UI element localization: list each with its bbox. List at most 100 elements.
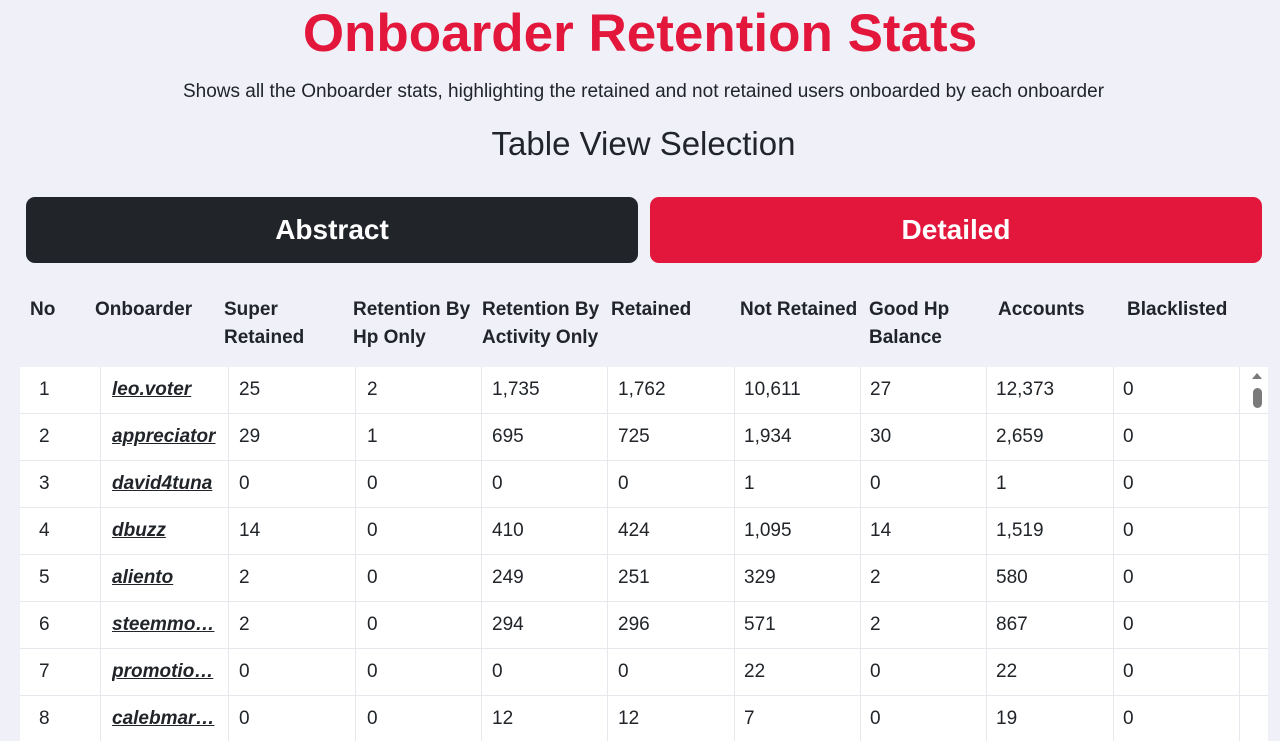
onboarder-link[interactable]: appreciator bbox=[112, 426, 216, 447]
column-header-retention-hp[interactable]: Retention By Hp Only bbox=[353, 299, 471, 348]
cell-super-retained: 2 bbox=[229, 602, 356, 648]
cell-accounts: 19 bbox=[987, 696, 1114, 741]
onboarder-link[interactable]: aliento bbox=[112, 567, 174, 588]
cell-accounts: 2,659 bbox=[987, 414, 1114, 460]
cell-retention-activity: 0 bbox=[482, 461, 608, 507]
cell-not-retained: 329 bbox=[735, 555, 861, 601]
page-title: Onboarder Retention Stats bbox=[302, 4, 978, 63]
cell-filler bbox=[1240, 602, 1250, 648]
column-header-blacklisted[interactable]: Blacklisted bbox=[1127, 299, 1228, 320]
cell-blacklisted: 0 bbox=[1114, 649, 1240, 695]
page-subtitle: Shows all the Onboarder stats, highlight… bbox=[182, 81, 1105, 102]
cell-not-retained: 571 bbox=[735, 602, 861, 648]
scroll-thumb[interactable] bbox=[1253, 388, 1262, 408]
cell-super-retained: 14 bbox=[229, 508, 356, 554]
column-header-retained[interactable]: Retained bbox=[611, 299, 692, 320]
table-row: 6 steemmo… 2 0 294 296 571 2 867 0 bbox=[20, 602, 1268, 649]
onboarder-link[interactable]: dbuzz bbox=[112, 520, 166, 541]
onboarder-link[interactable]: calebmar… bbox=[112, 708, 215, 729]
cell-super-retained: 25 bbox=[229, 367, 356, 413]
column-header-good-hp[interactable]: Good Hp Balance bbox=[869, 299, 950, 348]
abstract-view-button[interactable]: Abstract bbox=[26, 197, 638, 263]
cell-retained: 0 bbox=[608, 461, 735, 507]
cell-blacklisted: 0 bbox=[1114, 367, 1240, 413]
cell-accounts: 1 bbox=[987, 461, 1114, 507]
cell-retained: 424 bbox=[608, 508, 735, 554]
cell-good-hp: 2 bbox=[861, 555, 987, 601]
cell-filler bbox=[1240, 367, 1250, 413]
column-header-retention-activity[interactable]: Retention By Activity Only bbox=[482, 299, 600, 348]
view-selection-title: Table View Selection bbox=[491, 125, 796, 162]
table-body[interactable]: 1 leo.voter 25 2 1,735 1,762 10,611 27 1… bbox=[20, 367, 1268, 741]
detailed-view-button[interactable]: Detailed bbox=[650, 197, 1262, 263]
table-row: 1 leo.voter 25 2 1,735 1,762 10,611 27 1… bbox=[20, 367, 1268, 414]
onboarder-link[interactable]: steemmo… bbox=[112, 614, 215, 635]
cell-retention-hp: 0 bbox=[356, 696, 482, 741]
table-header: No Onboarder Super Retained Retention By… bbox=[20, 292, 1260, 366]
cell-onboarder: leo.voter bbox=[101, 367, 229, 413]
cell-filler bbox=[1240, 414, 1250, 460]
cell-no: 5 bbox=[20, 555, 101, 601]
cell-super-retained: 2 bbox=[229, 555, 356, 601]
cell-not-retained: 7 bbox=[735, 696, 861, 741]
scroll-up-arrow-icon[interactable] bbox=[1252, 373, 1262, 379]
cell-good-hp: 30 bbox=[861, 414, 987, 460]
cell-retention-activity: 12 bbox=[482, 696, 608, 741]
cell-retention-activity: 249 bbox=[482, 555, 608, 601]
cell-blacklisted: 0 bbox=[1114, 508, 1240, 554]
cell-blacklisted: 0 bbox=[1114, 414, 1240, 460]
cell-super-retained: 0 bbox=[229, 461, 356, 507]
cell-onboarder: calebmar… bbox=[101, 696, 229, 741]
cell-onboarder: aliento bbox=[101, 555, 229, 601]
cell-super-retained: 0 bbox=[229, 649, 356, 695]
cell-no: 2 bbox=[20, 414, 101, 460]
cell-not-retained: 1 bbox=[735, 461, 861, 507]
column-header-accounts[interactable]: Accounts bbox=[998, 299, 1085, 320]
cell-retention-activity: 695 bbox=[482, 414, 608, 460]
cell-onboarder: promotio… bbox=[101, 649, 229, 695]
cell-retention-activity: 0 bbox=[482, 649, 608, 695]
column-header-not-retained[interactable]: Not Retained bbox=[740, 299, 858, 320]
cell-filler bbox=[1240, 555, 1250, 601]
cell-retained: 0 bbox=[608, 649, 735, 695]
table-row: 5 aliento 2 0 249 251 329 2 580 0 bbox=[20, 555, 1268, 602]
cell-accounts: 12,373 bbox=[987, 367, 1114, 413]
table-row: 2 appreciator 29 1 695 725 1,934 30 2,65… bbox=[20, 414, 1268, 461]
cell-blacklisted: 0 bbox=[1114, 696, 1240, 741]
cell-no: 8 bbox=[20, 696, 101, 741]
cell-retention-activity: 294 bbox=[482, 602, 608, 648]
cell-filler bbox=[1240, 696, 1250, 741]
cell-no: 7 bbox=[20, 649, 101, 695]
cell-good-hp: 14 bbox=[861, 508, 987, 554]
cell-retention-hp: 0 bbox=[356, 602, 482, 648]
cell-good-hp: 27 bbox=[861, 367, 987, 413]
cell-onboarder: appreciator bbox=[101, 414, 229, 460]
cell-not-retained: 22 bbox=[735, 649, 861, 695]
table-row: 3 david4tuna 0 0 0 0 1 0 1 0 bbox=[20, 461, 1268, 508]
cell-retention-hp: 0 bbox=[356, 649, 482, 695]
table-scrollbar[interactable] bbox=[1250, 371, 1264, 741]
cell-good-hp: 0 bbox=[861, 649, 987, 695]
column-header-super-retained[interactable]: Super Retained bbox=[224, 299, 305, 348]
cell-no: 3 bbox=[20, 461, 101, 507]
table-row: 8 calebmar… 0 0 12 12 7 0 19 0 bbox=[20, 696, 1268, 741]
cell-blacklisted: 0 bbox=[1114, 461, 1240, 507]
onboarder-link[interactable]: leo.voter bbox=[112, 379, 192, 400]
column-header-onboarder[interactable]: Onboarder bbox=[95, 299, 193, 320]
cell-no: 4 bbox=[20, 508, 101, 554]
cell-onboarder: steemmo… bbox=[101, 602, 229, 648]
onboarder-link[interactable]: david4tuna bbox=[112, 473, 213, 494]
table-row: 4 dbuzz 14 0 410 424 1,095 14 1,519 0 bbox=[20, 508, 1268, 555]
cell-not-retained: 10,611 bbox=[735, 367, 861, 413]
cell-accounts: 580 bbox=[987, 555, 1114, 601]
cell-retention-hp: 0 bbox=[356, 461, 482, 507]
onboarder-link[interactable]: promotio… bbox=[112, 661, 214, 682]
cell-good-hp: 2 bbox=[861, 602, 987, 648]
cell-retained: 1,762 bbox=[608, 367, 735, 413]
cell-super-retained: 29 bbox=[229, 414, 356, 460]
column-header-no[interactable]: No bbox=[30, 299, 56, 320]
cell-no: 6 bbox=[20, 602, 101, 648]
cell-filler bbox=[1240, 508, 1250, 554]
cell-good-hp: 0 bbox=[861, 696, 987, 741]
cell-not-retained: 1,934 bbox=[735, 414, 861, 460]
